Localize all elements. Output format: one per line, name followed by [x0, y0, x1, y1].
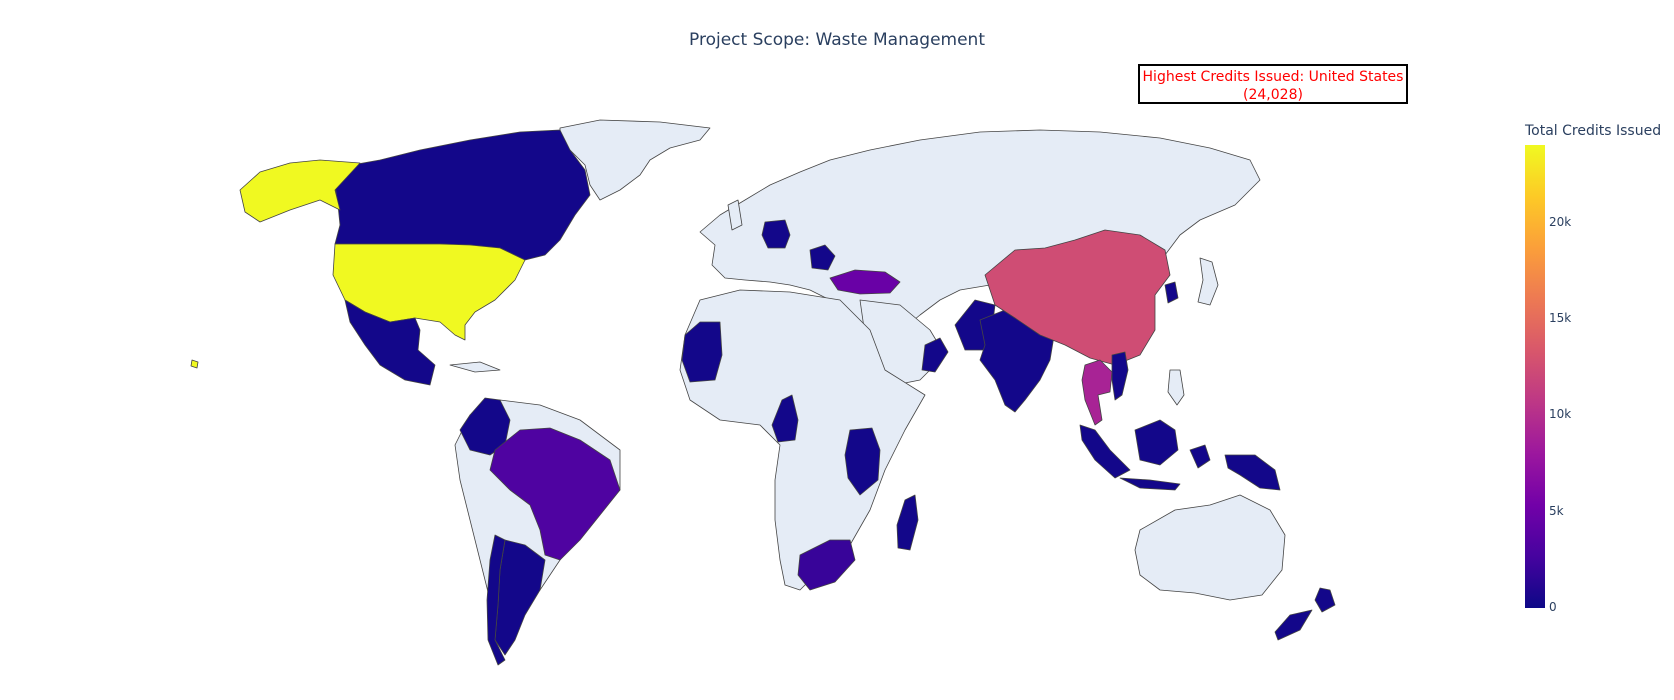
country-mauritania[interactable] [681, 321, 723, 383]
country-oman[interactable] [921, 337, 949, 373]
country-china[interactable] [984, 229, 1171, 366]
philippines-shape [1167, 369, 1185, 406]
country-chile[interactable] [486, 534, 506, 666]
caribbean-shape [449, 361, 501, 373]
country-canada[interactable] [334, 129, 591, 261]
country-cameroon[interactable] [771, 394, 799, 443]
country-serbia[interactable] [809, 244, 836, 271]
country-thailand[interactable] [1081, 359, 1113, 426]
country-madagascar[interactable] [896, 494, 919, 551]
country-mexico[interactable] [344, 299, 436, 386]
colorbar-tick-label: 5k [1549, 503, 1564, 518]
country-united-states-hawaii[interactable] [190, 359, 199, 369]
country-turkey[interactable] [829, 269, 901, 295]
annotation-line2: (24,028) [1243, 87, 1303, 103]
country-tanzania[interactable] [844, 427, 881, 496]
chart-title: Project Scope: Waste Management [689, 30, 985, 50]
colorbar [1525, 145, 1545, 608]
country-brazil[interactable] [489, 427, 621, 561]
country-indonesia[interactable] [1119, 419, 1211, 491]
country-papua-new-guinea[interactable] [1224, 454, 1281, 491]
japan-shape [1197, 257, 1219, 306]
country-germany[interactable] [761, 219, 791, 249]
colorbar-tick-label: 10k [1549, 407, 1572, 422]
colorbar-tick-label: 20k [1549, 214, 1572, 229]
colorbar-tick-label: 15k [1549, 310, 1572, 325]
country-layer [190, 129, 1336, 666]
country-malaysia[interactable] [1079, 424, 1131, 479]
country-new-zealand[interactable] [1274, 587, 1336, 641]
greenland-shape [559, 119, 711, 201]
uk-shape [727, 199, 743, 231]
colorbar-title: Total Credits Issued [1525, 123, 1662, 139]
country-vietnam[interactable] [1111, 351, 1129, 401]
colorbar-tick-label: 0 [1549, 600, 1557, 614]
annotation-line1: Highest Credits Issued: United States [1142, 69, 1404, 85]
country-south-africa[interactable] [797, 539, 856, 591]
country-south-korea[interactable] [1164, 281, 1179, 304]
highlight-annotation: Highest Credits Issued: United States (2… [1138, 64, 1408, 104]
australia-shape [1134, 494, 1286, 601]
country-united-states-alaska[interactable] [239, 159, 361, 223]
